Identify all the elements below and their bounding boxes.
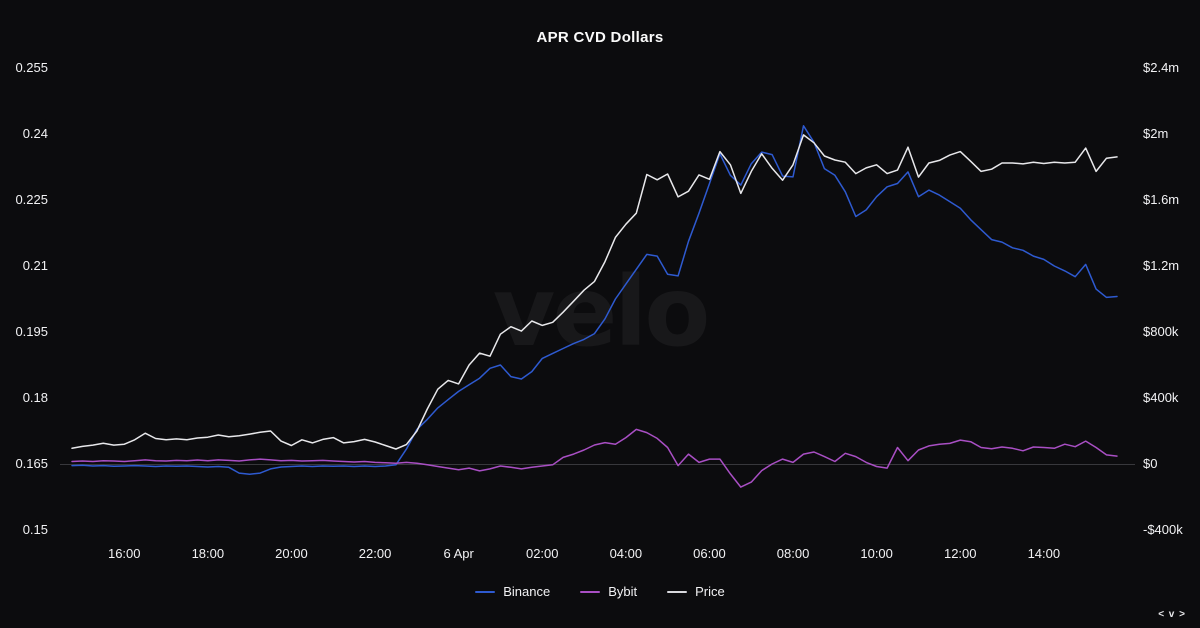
legend-label: Bybit: [608, 584, 638, 599]
legend-swatch-icon: [667, 590, 688, 593]
y-axis-label-left: 0.24: [22, 126, 48, 141]
legend-label: Binance: [503, 584, 551, 599]
legend-item-binance[interactable]: Binance: [475, 584, 550, 599]
y-axis-label-right: -$400k: [1143, 522, 1183, 537]
y-axis-label-left: 0.15: [22, 522, 48, 537]
legend: Binance Bybit Price: [0, 584, 1200, 599]
y-axis-label-left: 0.165: [15, 456, 48, 471]
legend-swatch-icon: [580, 590, 601, 593]
x-axis-label: 20:00: [275, 546, 308, 561]
x-axis-label: 04:00: [609, 546, 643, 561]
x-axis-label: 02:00: [525, 546, 559, 561]
y-axis-label-left: 0.21: [22, 258, 48, 273]
y-axis-label-left: 0.255: [15, 60, 48, 75]
y-axis-label-right: $1.6m: [1143, 192, 1180, 207]
y-axis-label-right: $2m: [1143, 126, 1169, 141]
velo-logo-icon: < v >: [1158, 609, 1186, 620]
y-axis-label-right: $2.4m: [1143, 60, 1180, 75]
velo-watermark: velo: [492, 256, 711, 368]
legend-label: Price: [695, 584, 725, 599]
x-axis-label: 14:00: [1027, 546, 1061, 561]
x-axis-label: 6 Apr: [443, 546, 474, 561]
y-axis-label-right: $1.2m: [1143, 258, 1180, 273]
y-axis-label-right: $400k: [1143, 390, 1179, 405]
x-axis-label: 16:00: [107, 546, 141, 561]
x-axis-label: 22:00: [358, 546, 392, 561]
legend-item-price[interactable]: Price: [667, 584, 725, 599]
legend-swatch-icon: [475, 590, 496, 593]
legend-item-bybit[interactable]: Bybit: [580, 584, 637, 599]
chart-title: APR CVD Dollars: [536, 29, 664, 46]
binance-line: [71, 125, 1118, 475]
x-axis-label: 10:00: [860, 546, 893, 561]
x-axis-label: 08:00: [776, 546, 810, 561]
bybit-line: [71, 428, 1118, 488]
x-axis-label: 06:00: [693, 546, 726, 561]
y-axis-label-right: $800k: [1143, 324, 1179, 339]
price-line: [71, 134, 1118, 450]
x-axis-label: 18:00: [191, 546, 225, 561]
y-axis-label-left: 0.195: [15, 324, 48, 339]
x-axis-label: 12:00: [943, 546, 977, 561]
y-axis-label-left: 0.18: [22, 390, 48, 405]
y-axis-label-right: $0: [1143, 456, 1158, 471]
y-axis-label-left: 0.225: [15, 192, 48, 207]
